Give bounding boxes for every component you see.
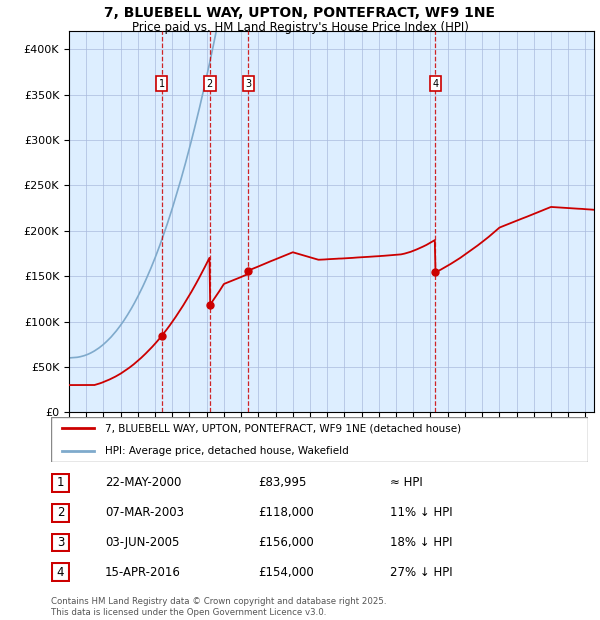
- Text: £156,000: £156,000: [258, 536, 314, 549]
- Text: 4: 4: [433, 79, 439, 89]
- Text: £83,995: £83,995: [258, 477, 307, 489]
- Text: HPI: Average price, detached house, Wakefield: HPI: Average price, detached house, Wake…: [105, 446, 349, 456]
- Text: 4: 4: [57, 566, 64, 578]
- Text: 1: 1: [57, 477, 64, 489]
- Text: 03-JUN-2005: 03-JUN-2005: [105, 536, 179, 549]
- Text: ≈ HPI: ≈ HPI: [390, 477, 423, 489]
- Text: Price paid vs. HM Land Registry's House Price Index (HPI): Price paid vs. HM Land Registry's House …: [131, 21, 469, 34]
- Text: £154,000: £154,000: [258, 566, 314, 578]
- FancyBboxPatch shape: [52, 564, 69, 581]
- FancyBboxPatch shape: [52, 504, 69, 521]
- Text: 7, BLUEBELL WAY, UPTON, PONTEFRACT, WF9 1NE (detached house): 7, BLUEBELL WAY, UPTON, PONTEFRACT, WF9 …: [105, 423, 461, 433]
- Text: 27% ↓ HPI: 27% ↓ HPI: [390, 566, 452, 578]
- Text: 1: 1: [158, 79, 164, 89]
- FancyBboxPatch shape: [52, 534, 69, 551]
- Text: 3: 3: [245, 79, 251, 89]
- Text: 2: 2: [206, 79, 213, 89]
- Text: 3: 3: [57, 536, 64, 549]
- FancyBboxPatch shape: [52, 474, 69, 492]
- Text: 7, BLUEBELL WAY, UPTON, PONTEFRACT, WF9 1NE: 7, BLUEBELL WAY, UPTON, PONTEFRACT, WF9 …: [104, 6, 496, 20]
- Text: 07-MAR-2003: 07-MAR-2003: [105, 507, 184, 519]
- Text: Contains HM Land Registry data © Crown copyright and database right 2025.
This d: Contains HM Land Registry data © Crown c…: [51, 598, 386, 617]
- Text: 22-MAY-2000: 22-MAY-2000: [105, 477, 181, 489]
- Text: 18% ↓ HPI: 18% ↓ HPI: [390, 536, 452, 549]
- Text: £118,000: £118,000: [258, 507, 314, 519]
- Text: 11% ↓ HPI: 11% ↓ HPI: [390, 507, 452, 519]
- Text: 15-APR-2016: 15-APR-2016: [105, 566, 181, 578]
- Text: 2: 2: [57, 507, 64, 519]
- FancyBboxPatch shape: [51, 417, 588, 462]
